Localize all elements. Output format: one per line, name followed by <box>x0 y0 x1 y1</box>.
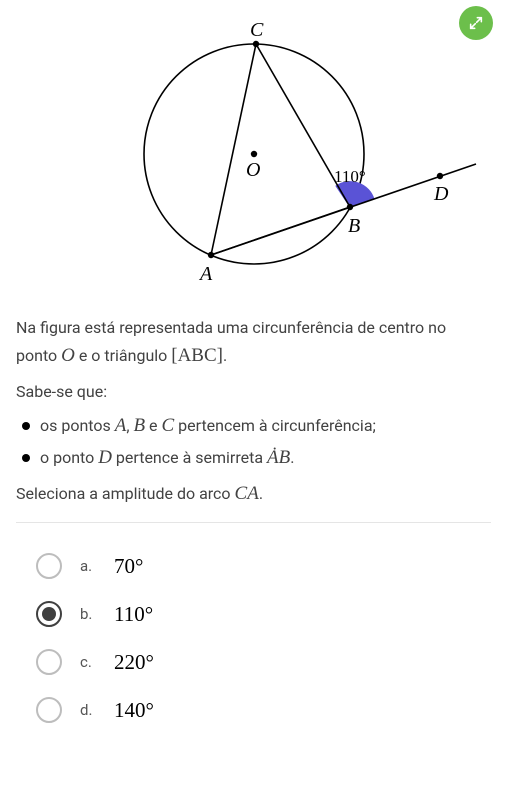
expand-button[interactable] <box>459 6 493 40</box>
option-letter: b. <box>80 605 96 623</box>
bullet-list: os pontos A, B e C pertencem à circunfer… <box>22 415 491 469</box>
intro-2: e o triângulo <box>79 346 171 365</box>
options-group: a. 70° b. 110° c. 220° d. 140° <box>16 553 491 723</box>
option-value: 70° <box>114 554 143 579</box>
bullet-dot-icon <box>22 422 30 430</box>
option-b[interactable]: b. 110° <box>36 601 491 627</box>
label-A: A <box>198 263 213 285</box>
ask-paragraph: Seleciona a amplitude do arco CA. <box>16 479 491 508</box>
intro-O: O <box>61 345 75 366</box>
radio-button[interactable] <box>36 649 62 675</box>
divider <box>16 522 491 523</box>
label-D: D <box>433 183 449 205</box>
intro-3: . <box>223 346 227 365</box>
option-c[interactable]: c. 220° <box>36 649 491 675</box>
label-B: B <box>348 215 360 237</box>
radio-button[interactable] <box>36 553 62 579</box>
option-value: 140° <box>114 698 154 723</box>
label-angle: 110° <box>334 167 366 186</box>
option-letter: d. <box>80 701 96 719</box>
bullet-1: os pontos A, B e C pertencem à circunfer… <box>22 415 491 437</box>
label-C: C <box>250 19 264 41</box>
option-value: 220° <box>114 650 154 675</box>
radio-button[interactable] <box>36 697 62 723</box>
option-a[interactable]: a. 70° <box>36 553 491 579</box>
option-letter: c. <box>80 653 96 671</box>
radio-button[interactable] <box>36 601 62 627</box>
option-d[interactable]: d. 140° <box>36 697 491 723</box>
known-label: Sabe-se que: <box>16 380 491 405</box>
bullet-dot-icon <box>22 454 30 462</box>
question-figure: C O A B D 110° <box>16 0 491 306</box>
expand-icon <box>468 15 484 31</box>
intro-paragraph: Na figura está representada uma circunfe… <box>16 316 491 370</box>
option-value: 110° <box>114 602 153 627</box>
option-letter: a. <box>80 557 96 575</box>
bullet-2: o ponto D pertence à semirreta ȦB. <box>22 447 491 469</box>
label-O: O <box>246 159 260 181</box>
intro-tri: [ABC] <box>171 345 223 366</box>
